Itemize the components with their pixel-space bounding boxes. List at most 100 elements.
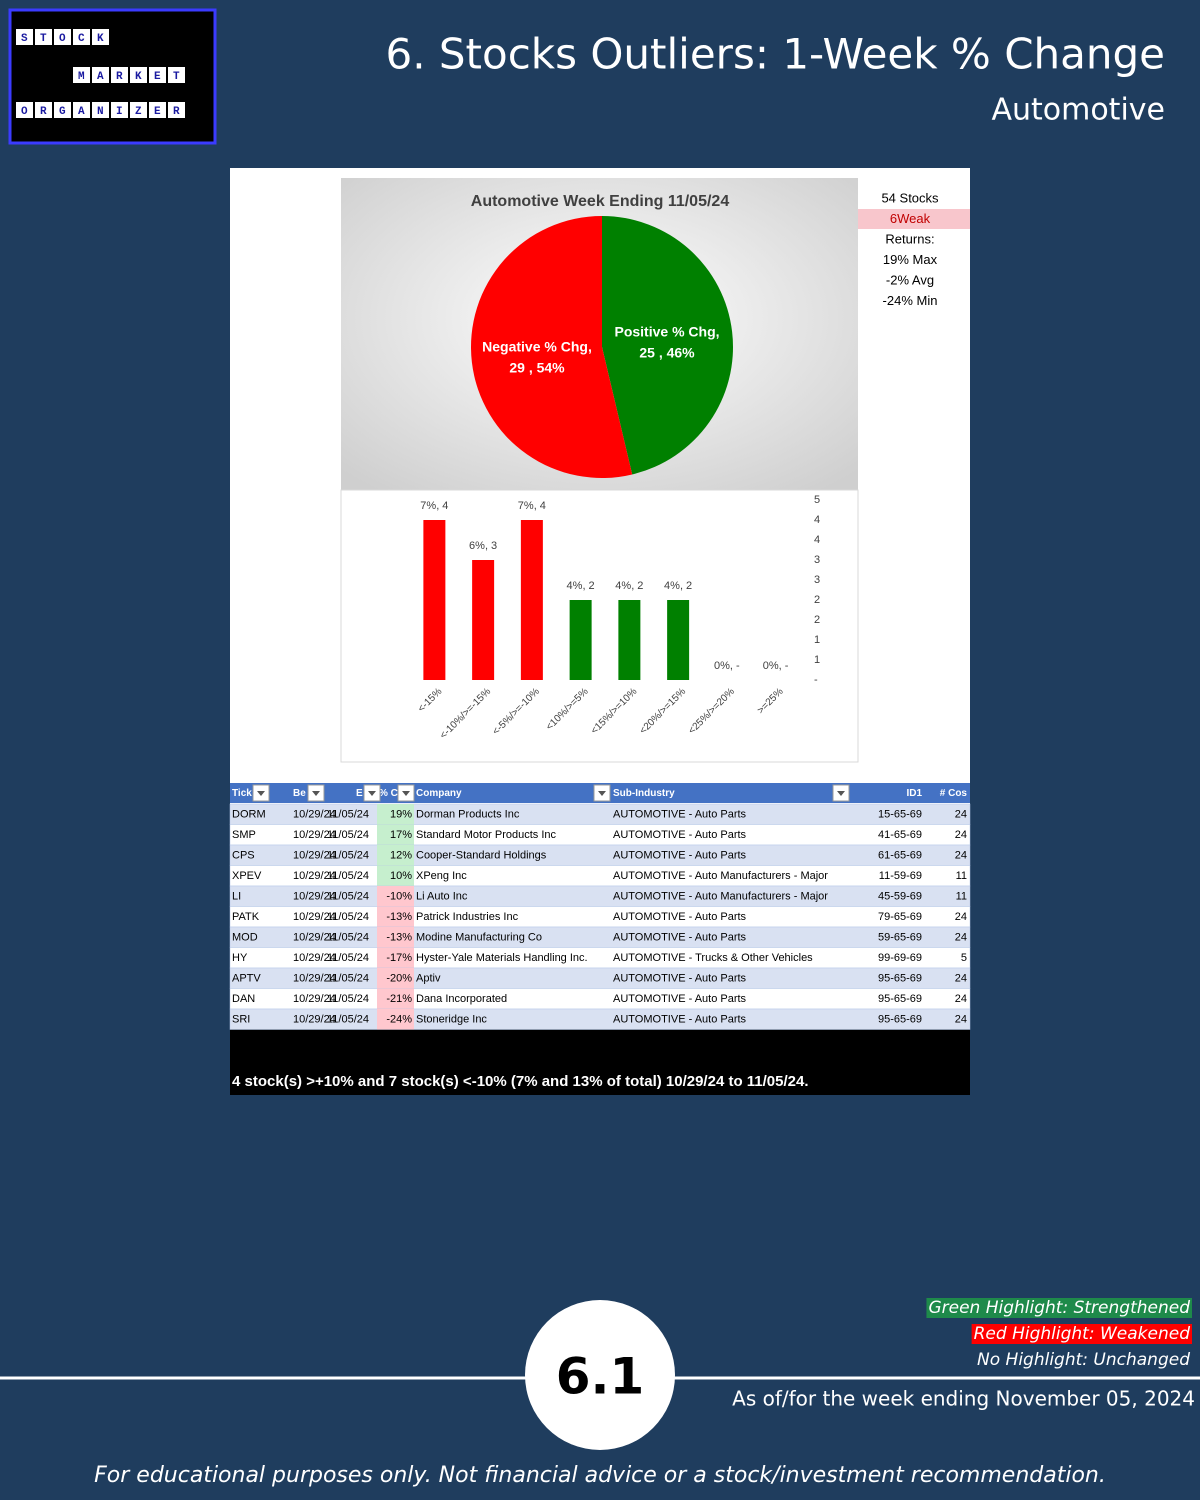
pie-value-label: 25 , 46% xyxy=(639,345,695,361)
table-header-cell: Company xyxy=(416,788,462,799)
stat: -24% Min xyxy=(883,293,938,308)
table-cell: 10/29/24 xyxy=(293,972,336,984)
logo-box xyxy=(73,102,90,118)
pie-label: Positive % Chg, xyxy=(614,324,719,340)
y-tick-label: 4 xyxy=(814,534,820,546)
table-cell: AUTOMOTIVE - Auto Parts xyxy=(613,829,747,841)
legend-item: Red Highlight: Weakened xyxy=(974,1324,1191,1344)
table-header-cell: Tick xyxy=(232,788,252,799)
pie-slice xyxy=(602,216,733,475)
logo-box xyxy=(92,29,109,45)
filter-arrow xyxy=(312,791,320,796)
table-cell: 10/29/24 xyxy=(293,849,336,861)
table-cell: 10/29/24 xyxy=(293,808,336,820)
table-cell: 10/29/24 xyxy=(293,890,336,902)
table-cell: 15-65-69 xyxy=(878,808,922,820)
bar-value-label: 4%, 2 xyxy=(567,580,595,592)
logo-box xyxy=(73,29,90,45)
logo-box xyxy=(168,67,185,83)
bar xyxy=(520,520,543,680)
table-cell: AUTOMOTIVE - Auto Parts xyxy=(613,931,747,943)
y-tick-label: 2 xyxy=(814,614,820,626)
table-cell: SMP xyxy=(232,829,256,841)
table-cell: AUTOMOTIVE - Auto Parts xyxy=(613,972,747,984)
table-cell: XPeng Inc xyxy=(416,870,467,882)
logo-box xyxy=(16,29,33,45)
y-tick-label: 1 xyxy=(814,634,820,646)
bar-value-label: 7%, 4 xyxy=(518,500,546,512)
subtitle: Automotive xyxy=(991,93,1165,128)
logo-word: MARKET xyxy=(78,71,192,83)
table-header-cell: # Cos xyxy=(940,788,968,799)
table-cell: AUTOMOTIVE - Auto Parts xyxy=(613,993,747,1005)
table-cell: 19% xyxy=(390,808,412,820)
table-cell: 45-59-69 xyxy=(878,890,922,902)
table-cell: AUTOMOTIVE - Auto Parts xyxy=(613,911,747,923)
table-cell: -21% xyxy=(386,993,412,1005)
table-cell: 10% xyxy=(390,870,412,882)
disclaimer: For educational purposes only. Not finan… xyxy=(94,1463,1106,1488)
table-cell: 10/29/24 xyxy=(293,829,336,841)
pct-highlight xyxy=(377,824,414,845)
weak-highlight xyxy=(858,209,970,229)
logo-box xyxy=(92,102,109,118)
table-cell: 79-65-69 xyxy=(878,911,922,923)
pct-highlight xyxy=(377,886,414,907)
table-cell: 61-65-69 xyxy=(878,849,922,861)
table-header-cell: % C xyxy=(379,788,398,799)
logo-box xyxy=(35,29,52,45)
table-cell: 10/29/24 xyxy=(293,870,336,882)
table-cell: AUTOMOTIVE - Trucks & Other Vehicles xyxy=(613,952,813,964)
bar xyxy=(618,600,641,680)
as-of: As of/for the week ending November 05, 2… xyxy=(732,1387,1195,1411)
table-cell: Hyster-Yale Materials Handling Inc. xyxy=(416,952,588,964)
table-cell: Aptiv xyxy=(416,972,441,984)
table-cell: Stoneridge Inc xyxy=(416,1013,487,1025)
table-cell: Li Auto Inc xyxy=(416,890,468,902)
table-cell: 24 xyxy=(955,911,967,923)
logo-box xyxy=(130,67,147,83)
legend-highlight xyxy=(926,1298,1192,1318)
stat: 6Weak xyxy=(890,211,931,226)
table-header-cell: ID1 xyxy=(906,788,922,799)
pct-highlight xyxy=(377,968,414,989)
table-cell: 24 xyxy=(955,829,967,841)
table-cell: 41-65-69 xyxy=(878,829,922,841)
logo-word: STOCK xyxy=(21,33,116,45)
table-cell: 11/05/24 xyxy=(327,911,369,923)
table-cell: Dorman Products Inc xyxy=(416,808,520,820)
bar xyxy=(423,520,446,680)
filter-arrow xyxy=(598,791,606,796)
table-cell: AUTOMOTIVE - Auto Parts xyxy=(613,849,747,861)
logo-box xyxy=(73,67,90,83)
table-cell: 11 xyxy=(956,890,967,902)
table-cell: 24 xyxy=(955,931,967,943)
table-header-cell: E xyxy=(356,788,363,799)
table-cell: 24 xyxy=(955,972,967,984)
table-cell: 10/29/24 xyxy=(293,931,336,943)
table-cell: MOD xyxy=(232,931,258,943)
table-cell: 11/05/24 xyxy=(327,890,369,902)
table-cell: 10/29/24 xyxy=(293,1013,336,1025)
table-cell: 11/05/24 xyxy=(327,952,369,964)
table-cell: -20% xyxy=(386,972,412,984)
legend-item: No Highlight: Unchanged xyxy=(977,1350,1190,1370)
logo-box xyxy=(35,102,52,118)
table-cell: AUTOMOTIVE - Auto Manufacturers - Major xyxy=(613,890,828,902)
logo-word: ORGANIZER xyxy=(21,106,192,118)
pct-highlight xyxy=(377,906,414,927)
table-cell: 99-69-69 xyxy=(878,952,922,964)
table-cell: AUTOMOTIVE - Auto Manufacturers - Major xyxy=(613,870,828,882)
pct-highlight xyxy=(377,927,414,948)
table-cell: XPEV xyxy=(232,870,262,882)
filter-arrow xyxy=(402,791,410,796)
table-cell: Patrick Industries Inc xyxy=(416,911,519,923)
y-tick-label: 2 xyxy=(814,594,820,606)
bar-value-label: 4%, 2 xyxy=(664,580,692,592)
table-cell: HY xyxy=(232,952,248,964)
legend-item: Green Highlight: Strengthened xyxy=(928,1298,1190,1318)
table-cell: 11/05/24 xyxy=(327,849,369,861)
table-cell: 12% xyxy=(390,849,412,861)
pct-highlight xyxy=(377,988,414,1009)
